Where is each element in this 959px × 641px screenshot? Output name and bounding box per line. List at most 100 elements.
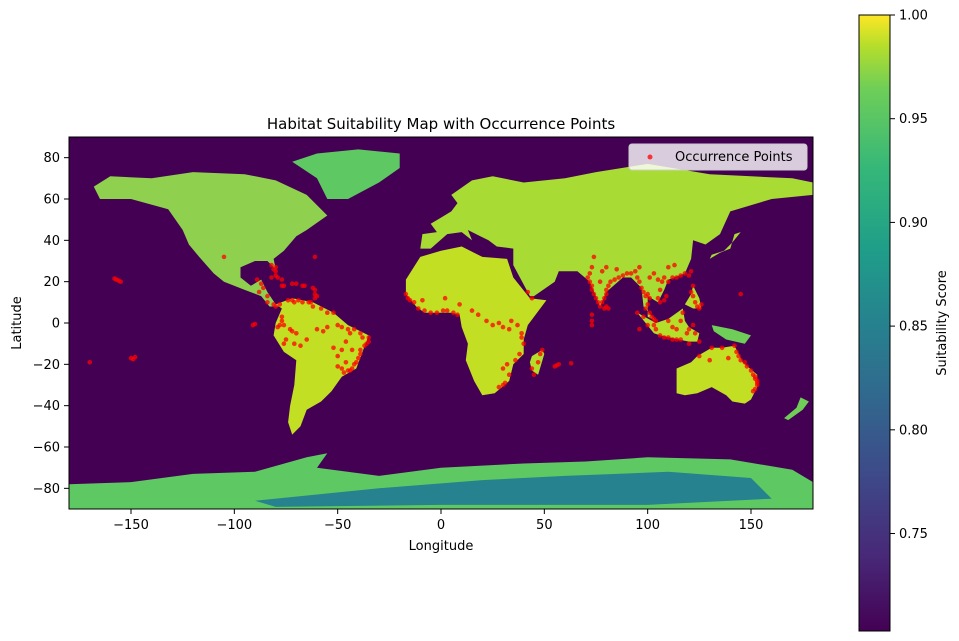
occurrence-point <box>593 295 599 301</box>
occurrence-point <box>281 283 287 289</box>
occurrence-point <box>643 306 648 311</box>
occurrence-point <box>697 339 702 344</box>
occurrence-point <box>347 331 353 336</box>
occurrence-point <box>699 302 704 307</box>
occurrence-point <box>655 277 661 282</box>
occurrence-point <box>589 318 595 324</box>
occurrence-point <box>314 293 320 299</box>
occurrence-point <box>341 370 347 375</box>
occurrence-point <box>684 331 690 336</box>
occurrence-point <box>587 279 593 285</box>
occurrence-point <box>256 289 262 295</box>
occurrence-point <box>637 279 642 285</box>
occurrence-point <box>356 355 361 361</box>
occurrence-point <box>639 285 644 291</box>
y-tick-label: −60 <box>33 441 60 456</box>
landmass-eurasia <box>420 163 813 321</box>
occurrence-point <box>506 372 512 378</box>
landmass-new-zealand <box>784 397 809 421</box>
occurrence-point <box>258 281 264 287</box>
occurrence-point <box>661 335 667 340</box>
occurrence-point <box>273 269 279 274</box>
occurrence-point <box>591 291 597 297</box>
occurrence-point <box>335 322 341 328</box>
occurrence-point <box>709 345 714 351</box>
occurrence-point <box>738 357 743 363</box>
occurrence-point <box>678 337 683 342</box>
occurrence-point <box>633 269 638 274</box>
y-tick-label: 0 <box>52 317 60 332</box>
occurrence-point <box>254 277 260 282</box>
x-tick-label: −50 <box>324 518 351 533</box>
occurrence-point <box>455 312 460 318</box>
occurrence-point <box>686 326 692 332</box>
occurrence-point <box>732 343 737 349</box>
landmass-japan <box>709 232 741 259</box>
occurrence-point <box>504 362 510 367</box>
occurrence-point <box>697 353 702 359</box>
occurrence-point <box>589 322 595 328</box>
occurrence-point <box>707 357 712 363</box>
occurrence-point <box>738 291 743 297</box>
colorbar-tick-label: 0.90 <box>899 216 928 231</box>
colorbar-label: Suitability Score <box>935 270 950 376</box>
occurrence-point <box>672 262 677 268</box>
occurrence-point <box>132 354 138 360</box>
occurrence-point <box>666 279 671 285</box>
occurrence-point <box>736 353 741 359</box>
occurrence-point <box>589 264 595 270</box>
occurrence-point <box>116 278 121 283</box>
occurrence-point <box>403 291 409 297</box>
occurrence-point <box>335 353 341 359</box>
occurrence-point <box>366 335 372 340</box>
occurrence-point <box>595 300 601 305</box>
occurrence-point <box>647 275 652 280</box>
occurrence-point <box>292 341 297 347</box>
colorbar: 0.75 0.80 0.85 0.90 0.95 1.00 Suitability Sco… <box>858 9 950 632</box>
occurrence-point <box>351 362 357 367</box>
occurrence-point <box>422 308 427 313</box>
y-tick-label: −80 <box>33 482 60 497</box>
occurrence-point <box>690 322 696 328</box>
occurrence-point <box>597 279 603 285</box>
occurrence-point <box>664 293 669 299</box>
x-tick-label: −150 <box>113 518 149 533</box>
occurrence-point <box>602 306 607 311</box>
occurrence-point <box>358 331 363 336</box>
occurrence-point <box>440 308 446 313</box>
occurrence-point <box>661 298 667 303</box>
occurrence-point <box>509 318 514 324</box>
occurrence-point <box>624 271 630 276</box>
occurrence-point <box>335 364 341 369</box>
occurrence-point <box>484 318 489 324</box>
occurrence-point <box>345 368 351 373</box>
occurrence-point <box>666 264 671 270</box>
occurrence-point <box>343 360 349 365</box>
occurrence-point <box>529 366 535 371</box>
occurrence-point <box>279 314 285 320</box>
occurrence-point <box>112 276 117 281</box>
occurrence-point <box>645 291 650 297</box>
occurrence-point <box>496 320 502 326</box>
occurrence-point <box>641 289 646 295</box>
colorbar-tick-label: 0.95 <box>899 112 928 127</box>
occurrence-point <box>411 300 417 305</box>
occurrence-point <box>686 341 692 347</box>
occurrence-point <box>554 363 559 368</box>
occurrence-point <box>604 264 609 270</box>
occurrence-point <box>525 289 531 295</box>
x-axis-label: Longitude <box>409 539 474 554</box>
occurrence-point <box>637 326 642 332</box>
occurrence-point <box>252 321 258 327</box>
occurrence-point <box>269 275 274 280</box>
occurrence-point <box>734 349 739 355</box>
occurrence-point <box>589 312 595 318</box>
occurrence-point <box>692 300 698 305</box>
occurrence-point <box>275 324 281 330</box>
occurrence-point <box>748 368 754 373</box>
occurrence-point <box>678 273 683 278</box>
occurrence-point <box>296 298 301 303</box>
occurrence-point <box>604 291 609 297</box>
occurrence-point <box>519 331 524 336</box>
landmass-new-guinea <box>711 325 751 344</box>
